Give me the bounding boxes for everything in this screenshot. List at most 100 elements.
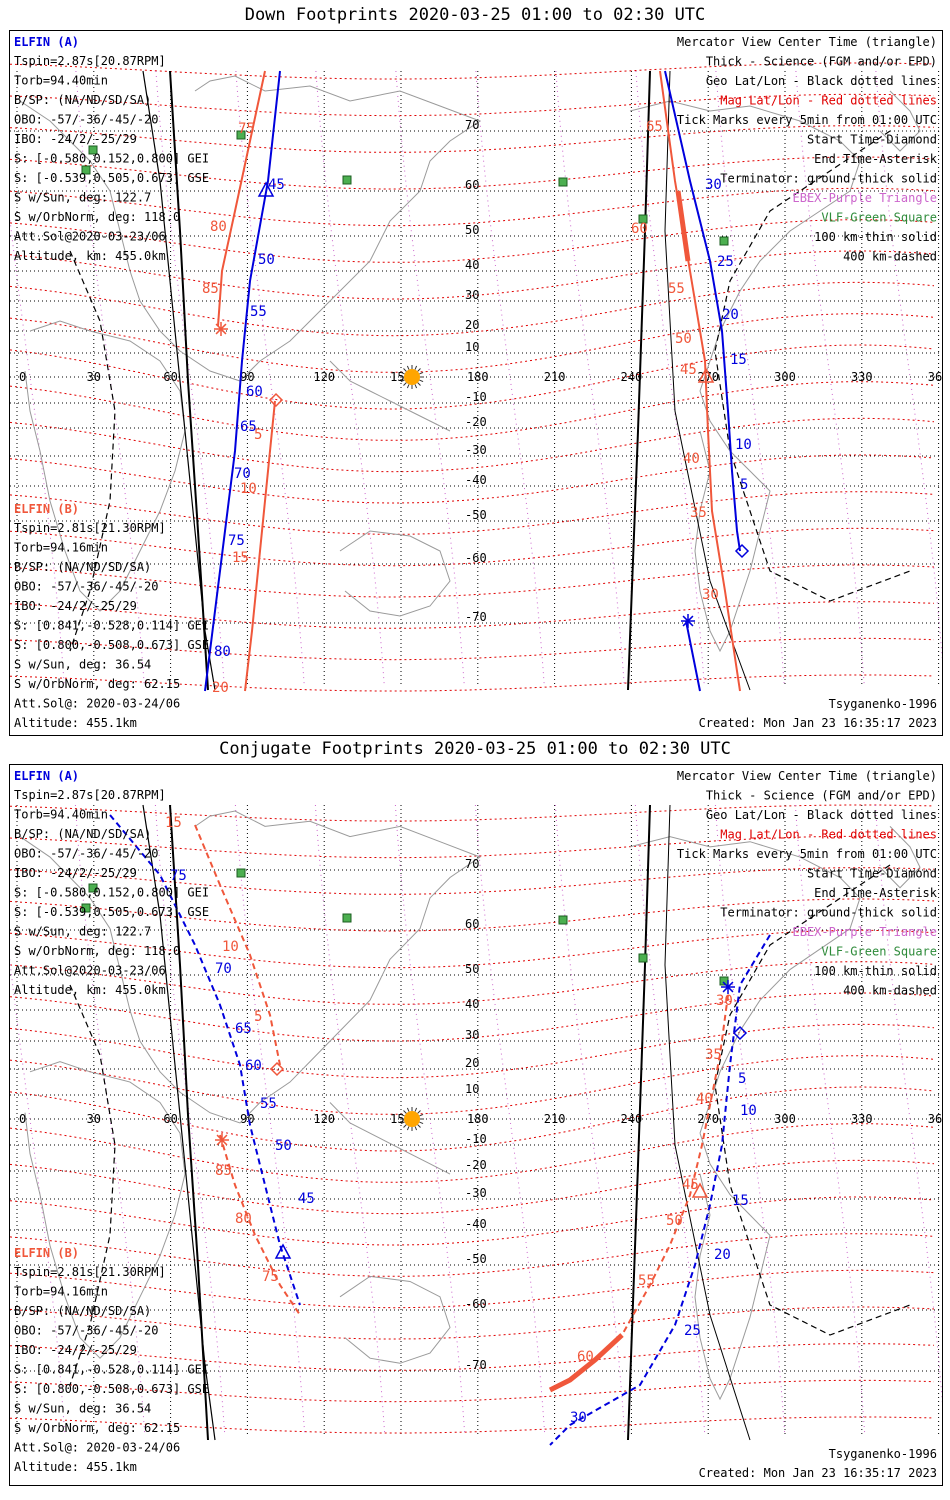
lon-tick-label: 210 [544,1112,566,1126]
elfin-a-time-label: 50 [275,1138,292,1154]
elfin-b-time-label: 35 [705,1047,722,1063]
elfin-b-info-line: S w/OrbNorm, deg: 62.15 [14,677,180,691]
elfin-a-time-label: 5 [740,477,748,493]
asterisk-marker-icon [215,323,227,335]
mag-lat-gridline [10,1416,935,1434]
triangle-marker-icon [274,1243,292,1259]
elfin-b-info-line: B/SP: (NA/ND/SD/SA) [14,1304,151,1318]
lat-tick-label: -50 [465,508,487,522]
mag-lat-gridline [10,961,935,1005]
mag-lon-gridline [234,804,306,1436]
coastline [629,836,861,1134]
green-square-icon [88,145,98,155]
mag-lat-gridline [10,281,935,337]
elfin-a-info-line: IBO: -24/2/-25/29 [14,866,137,880]
elfin-a-info-line: S: [-0.539,0.505,0.673] GSE [14,171,209,185]
lon-tick-label: 60 [163,370,177,384]
lat-tick-label: -20 [465,415,487,429]
sun-ray [414,1126,418,1131]
elfin-b-time-label: 45 [680,362,697,378]
elfin-b-time-label: 80 [235,1211,252,1227]
elfin-a-time-label: 70 [234,466,251,482]
diamond-marker-icon [269,1061,285,1077]
sun-icon [404,369,420,385]
elfin-a-time-label: 65 [240,419,257,435]
lon-tick-label: 60 [163,1112,177,1126]
legend-line: Mercator View Center Time (triangle) [677,35,937,49]
elfin-a-time-label: 30 [705,177,722,193]
elfin-b-info-line: Tspin=2.81s[21.30RPM] [14,1265,166,1279]
elfin-b-time-label: 30 [702,587,719,603]
sun-icon [404,1111,420,1127]
mag-lat-gridline [10,313,935,373]
lon-tick-label: 180 [467,370,489,384]
triangle-marker-icon [697,367,715,383]
lat-tick-label: 40 [465,258,479,272]
coastline [879,826,921,889]
elfin-b-info-line: Altitude: 455.1km [14,716,137,730]
elfin-a-down-track-west [204,70,281,692]
elfin-a-info-line: S w/OrbNorm, deg: 118.0 [14,944,180,958]
mag-lat-gridline [10,674,935,692]
elfin-b-time-label: 50 [675,331,692,347]
green-square-icon [81,903,91,913]
lat-tick-label: 20 [465,1056,479,1070]
mag-lat-gridline [10,1233,935,1277]
coastline [694,1133,771,1401]
elfin-b-time-label: 60 [577,1349,594,1365]
lat-tick-label: -30 [465,1186,487,1200]
elfin-a-info-line: S: [-0.539,0.505,0.673] GSE [14,905,209,919]
map-panel-conjugate: 70 60 50 40 30 20 10 -10 -20 -30 -40 -50 -60 -70 0 30 60… [9,764,943,1486]
mag-lat-gridline [10,1086,935,1152]
lat-tick-label: -40 [465,1217,487,1231]
legend-line: End Time-Asterisk [814,152,938,166]
map-canvas-down: 70 60 50 40 30 20 10 -10 -20 -30 -40 -50 -60 -70 0 30 60… [10,35,942,730]
elfin-b-time-label: 75 [238,121,255,137]
elfin-a-time-label: 5 [738,1071,746,1087]
elfin-a-time-label: 15 [732,1193,749,1209]
mag-lat-gridline [10,344,935,410]
diamond-marker-icon [732,1025,748,1041]
terminator-100km-east [664,70,751,691]
mag-lon-gridline [314,804,386,1436]
elfin-b-time-label: 15 [165,815,182,831]
elfin-b-info-line: OBO: -57/-36/-45/-20 [14,1324,159,1338]
elfin-b-time-label: 40 [696,1091,713,1107]
legend-line: Geo Lat/Lon - Black dotted lines [706,808,937,822]
terminator-400km-west [69,250,116,652]
asterisk-marker-icon [722,981,734,993]
mag-lat-gridline [10,1123,935,1183]
lat-tick-label: -70 [465,1358,487,1372]
mag-lat-gridline [10,381,935,441]
lon-tick-label: 0 [19,370,26,384]
elfin-b-conj-track-west [194,824,281,1066]
elfin-b-time-label: 10 [222,939,239,955]
lat-tick-label: 30 [465,288,479,302]
elfin-b-info-line: S: [0.841,-0.528,0.114] GEI [14,619,209,633]
elfin-b-info-line: Att.Sol@: 2020-03-24/06 [14,697,180,711]
sun-ray [417,368,421,372]
coastline [694,390,771,653]
map-panel-down: 70 60 50 40 30 20 10 -10 -20 -30 -40 -50 -60 -70 0 30 60… [9,30,943,736]
elfin-a-time-label: 10 [735,437,752,453]
lon-tick-label: 360 [928,370,942,384]
elfin-a-time-label: 10 [740,1103,757,1119]
sun-ray [417,1124,421,1128]
lat-tick-label: 30 [465,1028,479,1042]
sun-ray [419,379,424,383]
elfin-a-time-label: 60 [246,384,263,400]
elfin-a-info-line: S: [-0.580,0.152,0.800] GEI [14,886,209,900]
elfin-b-time-label: 55 [668,281,685,297]
sun-ray [419,1113,424,1117]
elfin-b-time-label: 40 [683,451,700,467]
lon-tick-label: 0 [19,1112,26,1126]
mag-lon-gridline [394,804,466,1436]
elfin-b-info-line: Att.Sol@: 2020-03-24/06 [14,1441,180,1455]
sun-ray [414,1107,418,1112]
mag-lat-gridline [10,1343,935,1371]
lat-tick-label: -50 [465,1252,487,1266]
elfin-b-info-line: S w/Sun, deg: 36.54 [14,1402,151,1416]
mag-lat-gridline [10,250,935,300]
elfin-b-time-label: 80 [210,219,227,235]
lon-tick-label: 330 [851,1112,873,1126]
